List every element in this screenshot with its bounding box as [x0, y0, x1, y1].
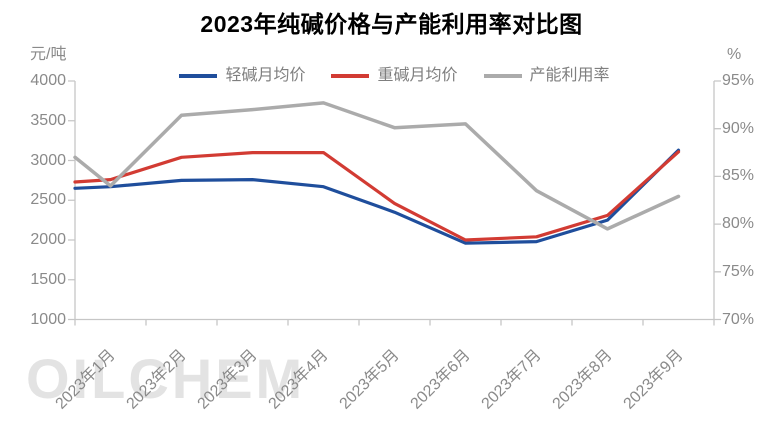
series-line-light-soda: [73, 148, 681, 245]
legend-swatch-utilization: [483, 74, 522, 78]
right-axis-tick-label: 85%: [722, 167, 755, 185]
left-axis-tick-label: 4000: [30, 72, 66, 89]
watermark: OILCHEM: [26, 347, 306, 410]
series-line-heavy-soda: [73, 150, 681, 242]
right-axis-tick-label: 80%: [722, 215, 755, 233]
legend: 轻碱月均价 重碱月均价 产能利用率: [75, 66, 714, 86]
legend-label-heavy-soda: 重碱月均价: [377, 67, 458, 84]
right-axis-tick-label: 95%: [722, 72, 755, 89]
legend-label-utilization: 产能利用率: [529, 67, 610, 84]
left-axis-tick-label: 2000: [30, 231, 66, 248]
right-axis-unit: %: [727, 46, 742, 63]
legend-item-heavy-soda: 重碱月均价: [331, 67, 458, 85]
left-axis-tick-label: 3500: [30, 111, 66, 129]
legend-label-light-soda: 轻碱月均价: [225, 67, 306, 84]
left-axis-tick-label: 1500: [30, 270, 66, 288]
left-axis-unit: 元/吨: [30, 46, 67, 63]
left-axis-tick-label: 3000: [30, 151, 66, 169]
axis-ticks: [68, 80, 721, 326]
axis-frame: [74, 81, 715, 321]
right-axis-tick-label: 70%: [722, 310, 755, 328]
legend-item-light-soda: 轻碱月均价: [179, 67, 305, 85]
left-axis-tick-label: 1000: [30, 310, 66, 328]
legend-swatch-light-soda: [179, 74, 218, 78]
legend-swatch-heavy-soda: [331, 74, 370, 78]
series-line-utilization: [73, 101, 681, 231]
chart-title: 2023年纯碱价格与产能利用率对比图: [200, 11, 583, 37]
left-axis-tick-label: 2500: [30, 191, 66, 209]
right-axis-tick-label: 90%: [722, 119, 755, 137]
right-axis-tick-label: 75%: [722, 262, 755, 280]
legend-item-utilization: 产能利用率: [483, 67, 610, 85]
